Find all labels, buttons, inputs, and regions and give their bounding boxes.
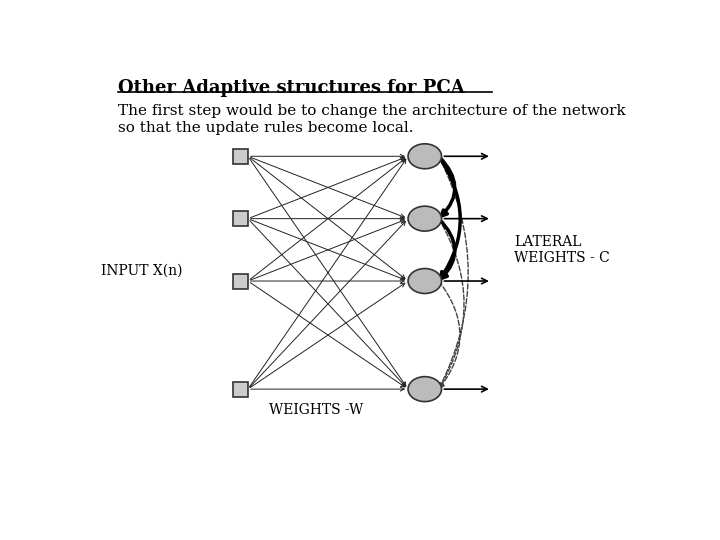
FancyArrowPatch shape bbox=[438, 281, 460, 388]
Circle shape bbox=[408, 144, 441, 168]
FancyArrowPatch shape bbox=[438, 219, 464, 388]
Circle shape bbox=[408, 268, 441, 294]
Circle shape bbox=[408, 377, 441, 402]
Bar bbox=[233, 382, 248, 396]
Text: INPUT X(n): INPUT X(n) bbox=[101, 264, 183, 278]
Text: LATERAL
WEIGHTS - C: LATERAL WEIGHTS - C bbox=[514, 235, 610, 265]
Bar bbox=[233, 211, 248, 226]
Text: The first step would be to change the architecture of the network
so that the up: The first step would be to change the ar… bbox=[118, 104, 626, 134]
Bar bbox=[233, 149, 248, 164]
Bar bbox=[233, 274, 248, 288]
Text: WEIGHTS -W: WEIGHTS -W bbox=[269, 403, 363, 417]
Circle shape bbox=[408, 206, 441, 231]
FancyArrowPatch shape bbox=[438, 156, 468, 388]
FancyArrowPatch shape bbox=[438, 156, 455, 216]
Text: Other Adaptive structures for PCA: Other Adaptive structures for PCA bbox=[118, 79, 464, 97]
FancyArrowPatch shape bbox=[438, 156, 460, 278]
FancyArrowPatch shape bbox=[438, 219, 455, 278]
